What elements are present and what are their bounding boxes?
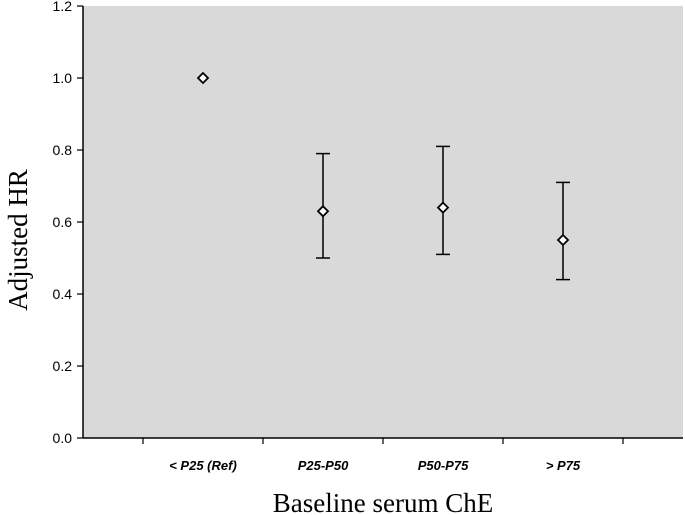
data-point <box>556 233 570 247</box>
error-bar <box>436 145 450 256</box>
plot-area <box>83 6 683 438</box>
y-tick-label: 0.8 <box>53 142 73 158</box>
y-tick-label: 1.2 <box>53 0 73 14</box>
x-axis-ticks: < P25 (Ref) P25-P50 P50-P75 > P75 <box>142 438 624 473</box>
x-tick-label: < P25 (Ref) <box>169 458 237 473</box>
y-tick-label: 0.2 <box>53 358 73 374</box>
y-axis-ticks: 0.0 0.2 0.4 0.6 0.8 1.0 1.2 <box>53 0 83 446</box>
y-tick-label: 1.0 <box>53 70 73 86</box>
x-tick-label: P25-P50 <box>298 458 349 473</box>
y-axis-title: Adjusted HR <box>3 169 33 311</box>
y-tick-label: 0.0 <box>53 430 73 446</box>
x-tick-label: P50-P75 <box>418 458 469 473</box>
data-point <box>196 71 210 85</box>
y-tick-label: 0.6 <box>53 214 73 230</box>
y-tick-label: 0.4 <box>53 286 73 302</box>
data-point <box>436 201 450 214</box>
x-tick-label: > P75 <box>546 458 581 473</box>
x-axis-title: Baseline serum ChE <box>273 488 493 515</box>
data-markers <box>196 71 570 247</box>
data-point <box>316 204 330 218</box>
error-bar <box>556 181 570 281</box>
